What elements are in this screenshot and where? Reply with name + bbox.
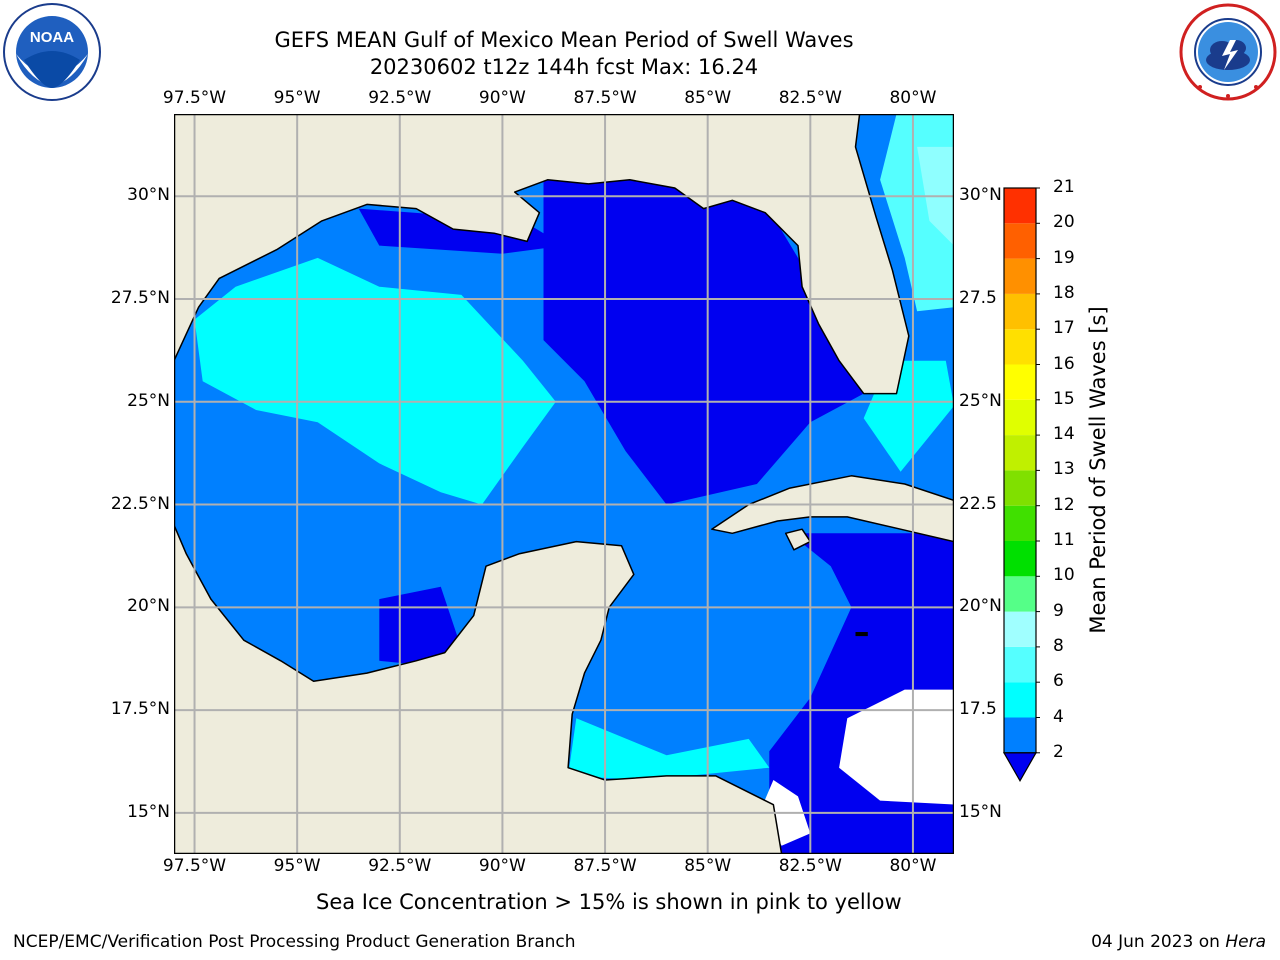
colorbar-segment (1004, 505, 1036, 541)
lat-tick-label-left: 30°N (127, 185, 170, 206)
lat-tick-label-right: 15°N (959, 801, 1002, 822)
sea-ice-note: Sea Ice Concentration > 15% is shown in … (316, 890, 902, 914)
lon-tick-label-top: 80°W (889, 88, 937, 108)
colorbar-tick-label: 10 (1053, 565, 1075, 586)
lat-tick-label-left: 15°N (127, 801, 170, 822)
land-cuba (711, 475, 954, 543)
colorbar-tick-label: 21 (1053, 177, 1075, 197)
colorbar-tick-label: 20 (1053, 212, 1075, 233)
lon-tick-label-top: 97.5°W (162, 88, 227, 108)
lon-tick-label-bottom: 80°W (889, 856, 937, 876)
lon-tick-label-top: 82.5°W (778, 88, 842, 108)
colorbar-tick-label: 9 (1053, 600, 1064, 621)
lat-tick-label-left: 25°N (127, 390, 170, 411)
colorbar-tick-label: 19 (1053, 247, 1075, 268)
land-layer (174, 114, 954, 854)
lat-tick-label-right: 30°N (959, 185, 1002, 206)
colorbar-segment (1004, 470, 1036, 506)
colorbar-segment (1004, 541, 1036, 577)
land-us-gulf-coast (174, 114, 910, 395)
ocean-central-gulf (194, 257, 556, 505)
colorbar-tick-label: 14 (1053, 424, 1075, 445)
no-data-caribbean (839, 689, 954, 805)
lon-tick-label-top: 87.5°W (573, 88, 637, 108)
lon-tick-label-bottom: 82.5°W (778, 856, 842, 876)
lat-tick-label-right: 25°N (959, 390, 1002, 411)
land-cayman (855, 632, 868, 637)
lat-lon-grid (174, 114, 954, 854)
map-frame (174, 114, 954, 854)
colorbar-tick-label: 12 (1053, 494, 1075, 515)
date-text: 04 Jun 2023 on (1091, 932, 1226, 952)
lat-tick-label-right: 20°N (959, 596, 1002, 617)
ocean-east-gulf (543, 175, 864, 505)
colorbar-segment (1004, 258, 1036, 294)
colorbar-segment (1004, 364, 1036, 400)
lon-tick-label-top: 90°W (478, 88, 526, 108)
lon-tick-label-bottom: 85°W (684, 856, 732, 876)
colorbar-tick-label: 8 (1053, 635, 1064, 656)
colorbar-segment (1004, 293, 1036, 330)
colorbar-segment (1004, 329, 1036, 365)
colorbar-tick-label: 11 (1053, 530, 1075, 550)
colorbar-segment (1004, 646, 1036, 683)
noaa-logo: NOAA (2, 2, 102, 106)
colorbar-tick-label: 16 (1053, 353, 1075, 374)
colorbar-segment (1004, 188, 1036, 224)
ocean-honduras-gulf (568, 718, 770, 780)
lon-tick-label-top: 85°W (684, 88, 732, 108)
lon-tick-label-bottom: 92.5°W (368, 856, 432, 876)
colorbar-segment (1004, 576, 1036, 612)
land-mexico-central-america (174, 114, 783, 854)
lat-tick-label-right: 27.5 (959, 288, 997, 308)
lon-tick-label-bottom: 97.5°W (162, 856, 227, 876)
nws-logo (1178, 2, 1278, 106)
colorbar-segment (1004, 399, 1036, 436)
gulf-of-mexico-map (174, 114, 954, 854)
lon-tick-label-top: 95°W (273, 88, 321, 108)
colorbar-tick-label: 2 (1053, 741, 1064, 762)
lon-tick-label-top: 92.5°W (368, 88, 432, 108)
map-title-line1: GEFS MEAN Gulf of Mexico Mean Period of … (274, 28, 854, 52)
colorbar-segment (1004, 682, 1036, 718)
colorbar-tick-label: 6 (1053, 671, 1064, 692)
credit-text: NCEP/EMC/Verification Post Processing Pr… (13, 932, 576, 952)
colorbar-segment (1004, 611, 1036, 647)
colorbar-tick-label: 13 (1053, 459, 1075, 480)
lat-tick-label-left: 22.5°N (110, 493, 170, 514)
noaa-logo-text: NOAA (30, 29, 74, 46)
colorbar-title: Mean Period of Swell Waves [s] (1086, 306, 1110, 634)
lon-tick-label-bottom: 87.5°W (573, 856, 637, 876)
colorbar-tick-label: 18 (1053, 282, 1075, 303)
colorbar (1002, 187, 1040, 783)
lon-tick-label-bottom: 95°W (273, 856, 321, 876)
colorbar-segment (1004, 223, 1036, 259)
map-title-line2: 20230602 t12z 144h fcst Max: 16.24 (369, 55, 759, 79)
lat-tick-label-left: 27.5°N (110, 288, 170, 308)
ocean-la-shelf (358, 208, 564, 254)
machine-name: Hera (1225, 932, 1266, 952)
lon-tick-label-bottom: 90°W (478, 856, 526, 876)
lat-tick-label-right: 22.5 (959, 493, 997, 514)
colorbar-extend-arrow (1002, 752, 1038, 783)
colorbar-tick-label: 15 (1053, 388, 1075, 409)
colorbar-tick-label: 17 (1053, 318, 1075, 339)
colorbar-segment (1004, 435, 1036, 471)
colorbar-segment (1004, 717, 1036, 753)
lat-tick-label-left: 17.5°N (110, 699, 170, 720)
lat-tick-label-left: 20°N (127, 596, 170, 617)
colorbar-tick-label: 4 (1053, 706, 1064, 727)
lat-tick-label-right: 17.5 (959, 699, 997, 720)
date-stamp: 04 Jun 2023 on Hera (1091, 932, 1266, 952)
